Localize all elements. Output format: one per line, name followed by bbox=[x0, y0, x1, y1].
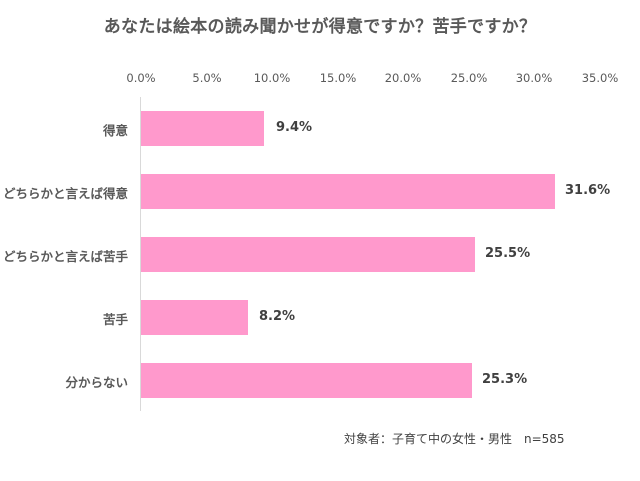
category-label: 苦手 bbox=[102, 312, 128, 327]
bar-value-label: 25.3% bbox=[482, 372, 528, 387]
sample-note: 対象者：子育て中の女性・男性 n=585 bbox=[344, 432, 565, 446]
category-axis-line bbox=[140, 97, 141, 411]
tick-label: 10.0% bbox=[253, 71, 291, 85]
bar-dochiraka-tokui bbox=[141, 174, 555, 209]
bar-nigate bbox=[141, 300, 248, 335]
tick-label: 5.0% bbox=[192, 71, 222, 85]
category-label: 分からない bbox=[65, 375, 128, 390]
bar-value-label: 8.2% bbox=[259, 309, 296, 324]
tick-label: 25.0% bbox=[450, 71, 488, 85]
category-label: 得意 bbox=[102, 123, 128, 138]
tick-label: 30.0% bbox=[515, 71, 553, 85]
tick-label: 0.0% bbox=[126, 71, 156, 85]
category-label: どちらかと言えば苦手 bbox=[2, 249, 128, 264]
bar-value-label: 9.4% bbox=[276, 120, 313, 135]
chart-title: あなたは絵本の読み聞かせが得意ですか？苦手ですか？ bbox=[103, 17, 537, 37]
bar-dochiraka-nigate bbox=[141, 237, 475, 272]
bar-wakaranai bbox=[141, 363, 472, 398]
bar-tokui bbox=[141, 111, 264, 146]
category-label: どちらかと言えば得意 bbox=[2, 186, 128, 201]
tick-label: 20.0% bbox=[384, 71, 422, 85]
tick-label: 35.0% bbox=[581, 71, 619, 85]
bar-value-label: 25.5% bbox=[485, 246, 531, 261]
bar-value-label: 31.6% bbox=[565, 183, 611, 198]
tick-label: 15.0% bbox=[319, 71, 357, 85]
